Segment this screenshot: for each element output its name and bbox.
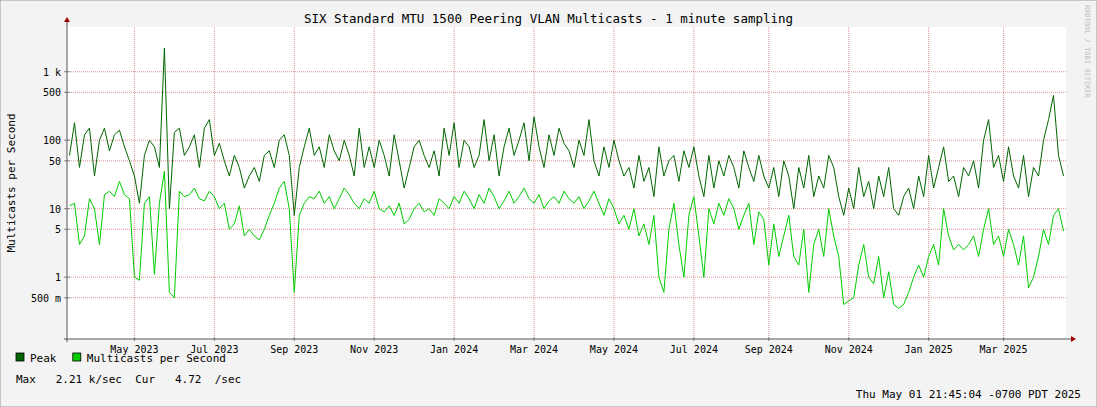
tick-label: Mar 2024 [510, 344, 558, 355]
grid-line [928, 27, 929, 339]
tick-label: 1 [55, 272, 61, 283]
tick-label: 10 [49, 204, 61, 215]
grid-line [1003, 27, 1004, 339]
y-axis-label: Multicasts per Second [5, 113, 18, 252]
tick-label: 5 [55, 224, 61, 235]
plot-area [67, 27, 1066, 339]
tick-label: Mar 2025 [979, 344, 1027, 355]
legend-swatch [73, 353, 81, 361]
y-axis [67, 22, 68, 342]
axis-arrow [1071, 336, 1076, 342]
tick-label: May 2024 [590, 344, 638, 355]
grid-line [67, 229, 1066, 230]
tick-label: Nov 2024 [825, 344, 873, 355]
grid-line [613, 27, 614, 339]
tick-label: Sep 2024 [745, 344, 793, 355]
timestamp: Thu May 01 21:45:04 -0700 PDT 2025 [856, 388, 1081, 401]
grid-line [768, 27, 769, 339]
tick-label: 50 [49, 156, 61, 167]
grid-line [67, 71, 1066, 72]
series-line [70, 171, 1064, 308]
chart: 500 m1510501005001 kMay 2023Jul 2023Sep … [0, 0, 1097, 407]
legend-swatch [16, 353, 24, 361]
grid-line [214, 27, 215, 339]
tick-label: 1 k [43, 67, 61, 78]
grid-line [134, 27, 135, 339]
grid-line [67, 277, 1066, 278]
title: SIX Standard MTU 1500 Peering VLAN Multi… [304, 11, 793, 26]
grid-line [67, 92, 1066, 93]
stats: Max 2.21 k/sec Cur 4.72 /sec [16, 373, 241, 386]
grid-line [374, 27, 375, 339]
tick-label: Jan 2025 [905, 344, 953, 355]
grid-line [67, 208, 1066, 209]
legend-label: Peak [30, 352, 57, 365]
series-line [70, 48, 1064, 215]
tick-label: 500 m [31, 293, 61, 304]
grid-line [67, 297, 1066, 298]
grid-line [454, 27, 455, 339]
tick-label: Jan 2024 [430, 344, 478, 355]
grid-line [67, 140, 1066, 141]
tick-label: Jul 2024 [670, 344, 718, 355]
tick-label: 100 [43, 135, 61, 146]
axis-arrow [64, 17, 70, 22]
grid-line [534, 27, 535, 339]
background [0, 0, 1097, 407]
legend-label: Multicasts per Second [87, 352, 226, 365]
tick-label: Nov 2023 [350, 344, 398, 355]
series-group [70, 48, 1064, 308]
watermark: RRDTOOL / TOBI OETIKER [1083, 5, 1091, 99]
tick-label: Sep 2023 [270, 344, 318, 355]
grid-line [848, 27, 849, 339]
x-axis [64, 339, 1071, 340]
tick-label: 500 [43, 87, 61, 98]
grid-line [693, 27, 694, 339]
grid-line [67, 160, 1066, 161]
